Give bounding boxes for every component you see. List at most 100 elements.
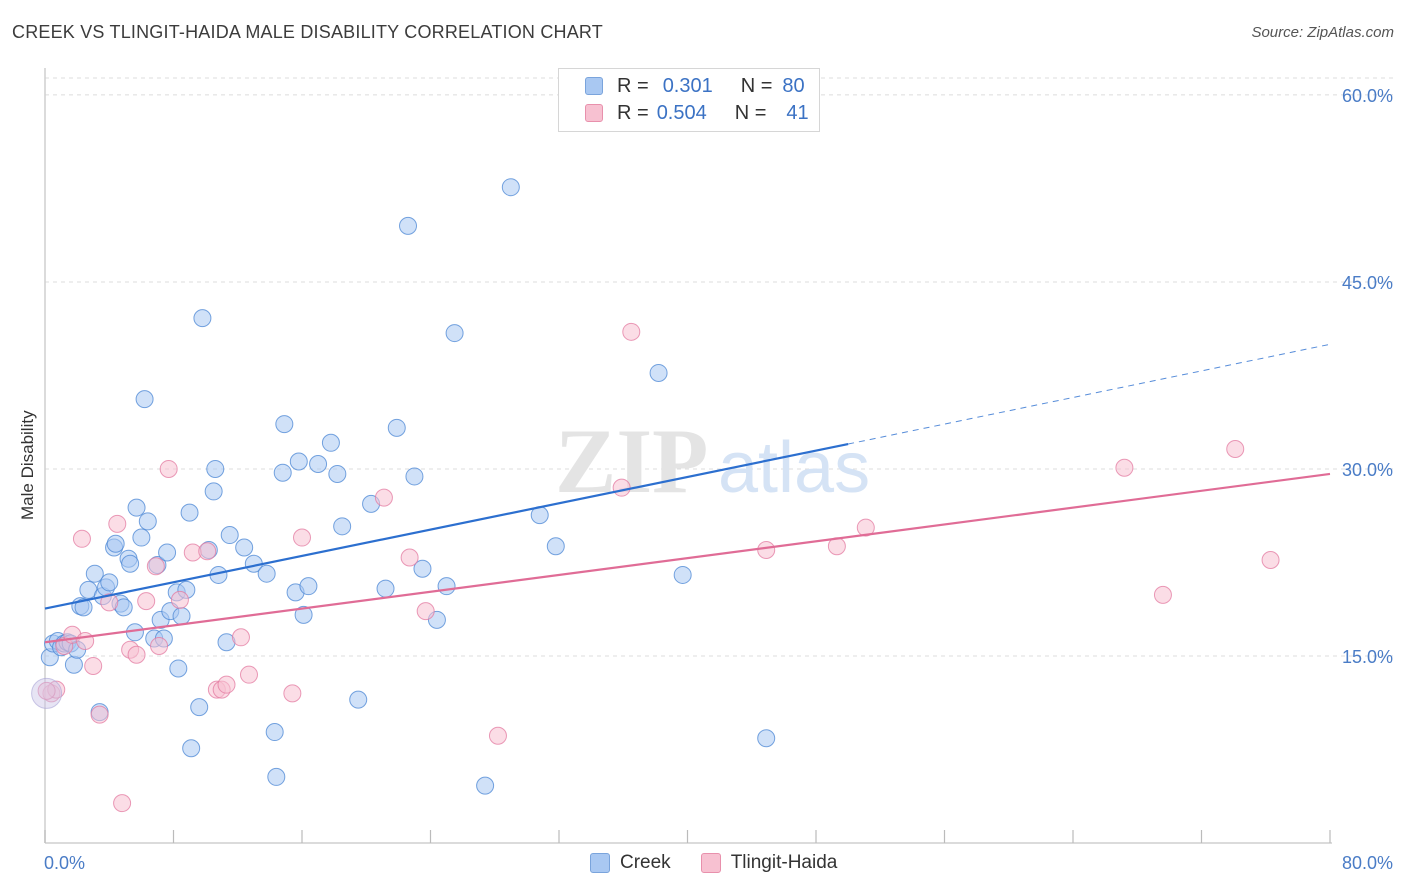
n-label: N = <box>740 74 773 97</box>
r-label: R = <box>617 74 649 97</box>
y-tick-label: 60.0% <box>1342 86 1393 106</box>
creek-trend-line <box>44 442 849 610</box>
tlingit-haida-point <box>137 592 156 611</box>
creek-point <box>265 723 284 742</box>
creek-point <box>757 729 776 748</box>
r-value: 0.301 <box>662 74 713 97</box>
tlingit-haida-point <box>612 478 631 497</box>
creek-point <box>206 459 225 478</box>
x-tick-label: 80.0% <box>1342 853 1393 873</box>
creek-point <box>235 538 254 557</box>
stats-legend: R = 0.301 N = 80 R = 0.504 N = 41 <box>558 68 820 132</box>
creek-point <box>328 464 347 483</box>
creek-point <box>333 517 352 536</box>
tlingit-haida-point <box>159 459 178 478</box>
data-points <box>31 178 1280 813</box>
tlingit-haida-point <box>231 628 250 647</box>
creek-point <box>399 216 418 235</box>
tlingit-haida-point <box>856 518 875 537</box>
creek-point <box>169 659 188 678</box>
creek-point <box>413 559 432 578</box>
n-value: 80 <box>782 74 805 97</box>
tlingit-haida-point <box>108 514 127 533</box>
tlingit-haida-point <box>374 488 393 507</box>
creek-point <box>121 554 140 573</box>
watermark-zip: ZIP <box>555 410 708 512</box>
tlingit-haida-point <box>488 726 507 745</box>
tlingit-haida-trend-line <box>44 472 1331 644</box>
n-value: 41 <box>786 101 809 124</box>
creek-point <box>180 503 199 522</box>
overlap-point <box>31 677 63 709</box>
creek-point <box>321 433 340 452</box>
tlingit-haida-point <box>84 656 103 675</box>
creek-point <box>501 178 520 197</box>
n-label: N = <box>734 101 767 124</box>
creek-point <box>267 767 286 786</box>
creek-point <box>220 526 239 545</box>
tlingit-haida-point <box>1115 458 1134 477</box>
creek-point <box>546 537 565 556</box>
tlingit-haida-point <box>198 542 217 561</box>
source-label: Source: ZipAtlas.com <box>1251 24 1394 41</box>
stats-row-creek: R = 0.301 N = 80 <box>559 73 805 99</box>
watermark-atlas: atlas <box>718 428 870 508</box>
creek-point <box>273 463 292 482</box>
creek-point <box>135 390 154 409</box>
x-tick-label: 0.0% <box>44 853 85 873</box>
creek-point <box>299 577 318 596</box>
tick-labels: 15.0% 30.0% 45.0% 60.0% 0.0% 80.0% <box>44 86 1393 873</box>
tlingit-haida-point <box>283 684 302 703</box>
tlingit-haida-point <box>127 645 146 664</box>
tlingit-haida-point <box>100 593 119 612</box>
creek-point <box>106 534 125 553</box>
bottom-legend: Creek Tlingit-Haida <box>590 852 837 874</box>
tlingit-haida-point <box>416 602 435 621</box>
creek-point <box>193 309 212 328</box>
tlingit-haida-point <box>113 794 132 813</box>
tlingit-haida-point <box>293 528 311 547</box>
trend-lines <box>44 343 1331 644</box>
creek-point <box>257 564 276 583</box>
creek-point <box>673 565 692 584</box>
tlingit-haida-point <box>90 705 109 724</box>
stats-row-tlingit-haida: R = 0.504 N = 41 <box>559 100 809 126</box>
y-tick-label: 30.0% <box>1342 460 1393 480</box>
tlingit-haida-point <box>1153 585 1172 604</box>
tlingit-haida-point <box>622 322 641 341</box>
tlingit-haida-point <box>239 665 258 684</box>
creek-point <box>138 512 157 531</box>
tlingit-haida-point <box>217 675 236 694</box>
creek-point <box>405 467 424 486</box>
legend-creek-label: Creek <box>620 852 671 873</box>
creek-point <box>376 579 395 598</box>
creek-point <box>182 739 201 758</box>
tlingit-haida-point <box>1261 550 1280 569</box>
tlingit-haida-point <box>72 529 91 548</box>
tlingit-haida-swatch <box>585 104 603 122</box>
creek-point <box>158 543 177 562</box>
creek-swatch <box>585 77 603 95</box>
tlingit-haida-point <box>1226 440 1245 459</box>
creek-point <box>64 655 83 674</box>
tlingit-haida-point <box>400 548 419 567</box>
tlingit-haida-point <box>37 681 56 700</box>
creek-point <box>85 564 104 583</box>
creek-point <box>100 573 119 592</box>
tlingit-haida-point <box>757 541 776 560</box>
creek-point <box>309 454 328 473</box>
axes <box>44 68 1332 844</box>
creek-point <box>275 415 294 434</box>
creek-point <box>289 452 308 471</box>
creek-point <box>127 498 146 517</box>
creek-point <box>172 607 191 626</box>
chart-title: CREEK VS TLINGIT-HAIDA MALE DISABILITY C… <box>12 22 604 42</box>
creek-point <box>649 363 668 382</box>
r-label: R = <box>617 101 649 124</box>
tlingit-haida-point <box>76 632 95 651</box>
y-tick-label: 45.0% <box>1342 273 1393 293</box>
tlingit-haida-point <box>150 637 169 656</box>
legend-creek-swatch <box>590 853 610 873</box>
creek-point <box>190 698 209 717</box>
